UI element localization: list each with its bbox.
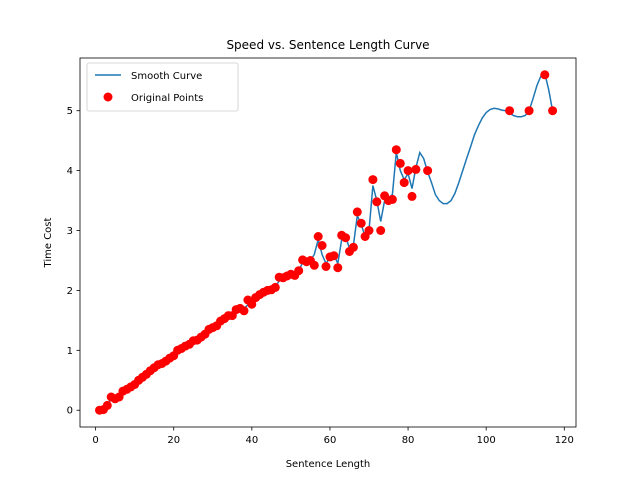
original-point-71 xyxy=(372,197,382,207)
y-tick-label: 0 xyxy=(67,406,73,417)
original-point-60 xyxy=(329,251,339,261)
original-point-69 xyxy=(364,226,374,235)
x-tick-label: 60 xyxy=(324,435,337,446)
x-tick-label: 100 xyxy=(477,435,496,446)
original-point-78 xyxy=(399,178,409,188)
legend: Smooth Curve Original Points xyxy=(86,62,239,112)
y-tick-label: 2 xyxy=(67,286,73,297)
original-point-85 xyxy=(540,70,550,80)
original-point-65 xyxy=(348,242,358,252)
original-point-76 xyxy=(391,145,401,155)
plot-frame xyxy=(79,57,577,428)
x-tick-label: 20 xyxy=(167,435,180,446)
original-point-2 xyxy=(102,400,112,410)
x-tick-label: 40 xyxy=(245,435,258,446)
original-point-37 xyxy=(239,306,249,316)
x-tick-label: 80 xyxy=(402,435,415,446)
original-point-77 xyxy=(395,158,405,168)
original-point-70 xyxy=(368,175,378,185)
original-point-45 xyxy=(270,282,280,292)
original-point-61 xyxy=(333,263,343,273)
x-axis-label: Sentence Length xyxy=(286,459,371,470)
legend-label-original-points: Original Points xyxy=(131,93,203,104)
original-point-56 xyxy=(313,232,323,241)
y-tick-label: 4 xyxy=(67,166,73,177)
original-point-82 xyxy=(423,166,433,176)
original-point-81 xyxy=(411,164,421,174)
chart-title: Speed vs. Sentence Length Curve xyxy=(226,38,429,52)
original-point-67 xyxy=(356,218,366,228)
original-point-55 xyxy=(309,260,319,270)
original-point-51 xyxy=(294,266,304,276)
original-point-84 xyxy=(524,106,534,116)
x-tick-label: 0 xyxy=(92,435,98,446)
original-point-72 xyxy=(376,226,386,235)
y-tick-label: 3 xyxy=(67,226,73,237)
original-point-66 xyxy=(352,207,362,217)
legend-box xyxy=(86,62,239,112)
legend-label-smooth-curve: Smooth Curve xyxy=(131,71,202,82)
original-point-39 xyxy=(247,299,257,309)
original-point-58 xyxy=(321,262,331,271)
original-point-80 xyxy=(407,191,417,201)
original-point-57 xyxy=(317,241,327,250)
y-tick-label: 1 xyxy=(67,346,73,357)
y-tick-label: 5 xyxy=(67,106,73,117)
x-axis-ticks: 0 20 40 60 80 100 120 xyxy=(92,427,574,446)
legend-marker-swatch xyxy=(103,92,113,102)
y-axis-ticks: 0 1 2 3 4 5 xyxy=(67,106,80,417)
x-tick-label: 120 xyxy=(555,435,574,446)
plot-area xyxy=(95,70,558,415)
original-point-63 xyxy=(341,233,351,243)
original-point-79 xyxy=(403,166,413,176)
original-point-75 xyxy=(387,194,397,204)
y-axis-label: Time Cost xyxy=(43,217,54,268)
original-point-86 xyxy=(548,106,558,116)
original-point-83 xyxy=(505,106,515,116)
